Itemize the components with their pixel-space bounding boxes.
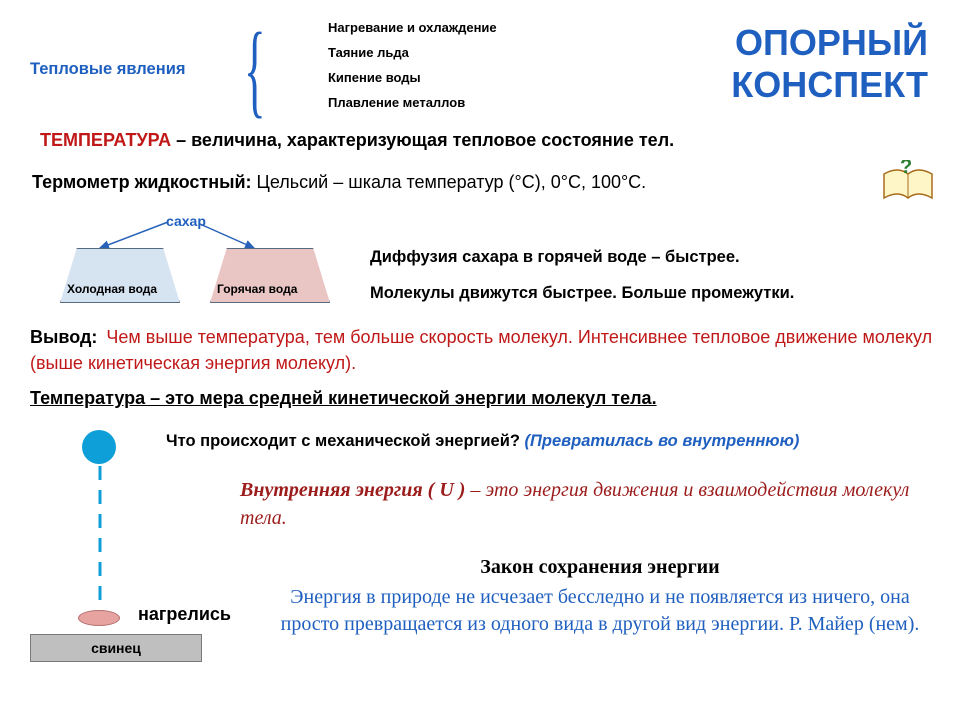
diffusion-line2: Молекулы движутся быстрее. Больше промеж…	[370, 284, 930, 303]
title-line1: ОПОРНЫЙ	[735, 22, 928, 63]
help-book-icon: ?	[880, 160, 936, 209]
temperature-definition: ТЕМПЕРАТУРА – величина, характеризующая …	[40, 130, 920, 151]
svg-text:?: ?	[900, 160, 912, 178]
dashed-trajectory-icon	[96, 466, 104, 606]
thermometer-line: Термометр жидкостный: Цельсий – шкала те…	[32, 172, 792, 193]
list-item: Кипение воды	[328, 70, 588, 85]
heated-label: нагрелись	[138, 604, 231, 625]
list-item: Нагревание и охлаждение	[328, 20, 588, 35]
hot-water-label: Горячая вода	[217, 282, 297, 296]
list-item: Таяние льда	[328, 45, 588, 60]
temperature-rest: – величина, характеризующая тепловое сос…	[171, 130, 674, 150]
thermometer-text: Цельсий – шкала температур (°С), 0°С, 10…	[252, 172, 647, 192]
internal-energy-head: Внутренняя энергия ( U )	[240, 479, 465, 501]
phenomena-list: Нагревание и охлаждение Таяние льда Кипе…	[328, 20, 588, 120]
temperature-word: ТЕМПЕРАТУРА	[40, 130, 171, 150]
conclusion-text: Чем выше температура, тем больше скорост…	[30, 327, 932, 373]
diffusion-line1: Диффузия сахара в горячей воде – быстрее…	[370, 248, 930, 267]
conservation-law-title: Закон сохранения энергии	[300, 556, 900, 579]
list-item: Плавление металлов	[328, 95, 588, 110]
mechanical-answer: (Превратилась во внутреннюю)	[520, 432, 799, 450]
conclusion-label: Вывод:	[30, 327, 97, 347]
kinetic-definition: Температура – это мера средней кинетичес…	[30, 388, 935, 409]
page-title: ОПОРНЫЙ КОНСПЕКТ	[568, 22, 928, 106]
conservation-law-text: Энергия в природе не исчезает бесследно …	[260, 584, 940, 638]
thermal-phenomena-label: Тепловые явления	[30, 60, 185, 79]
lead-label: свинец	[91, 640, 141, 656]
hot-water-beaker: Горячая вода	[210, 248, 330, 303]
mechanical-question-line: Что происходит с механической энергией? …	[166, 432, 936, 451]
mechanical-question: Что происходит с механической энергией?	[166, 432, 520, 450]
impact-point-icon	[78, 610, 120, 626]
falling-ball-icon	[82, 430, 116, 464]
title-line2: КОНСПЕКТ	[731, 64, 928, 105]
internal-energy-def: Внутренняя энергия ( U ) – это энергия д…	[240, 476, 920, 532]
thermometer-label: Термометр жидкостный:	[32, 172, 252, 192]
cold-water-label: Холодная вода	[67, 282, 157, 296]
conclusion-block: Вывод: Чем выше температура, тем больше …	[30, 324, 935, 376]
lead-block: свинец	[30, 634, 202, 662]
brace-icon: {	[244, 28, 266, 112]
cold-water-beaker: Холодная вода	[60, 248, 180, 303]
